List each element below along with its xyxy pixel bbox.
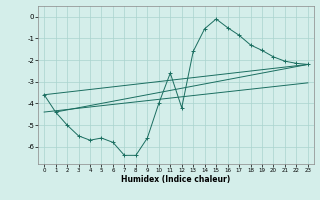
- X-axis label: Humidex (Indice chaleur): Humidex (Indice chaleur): [121, 175, 231, 184]
